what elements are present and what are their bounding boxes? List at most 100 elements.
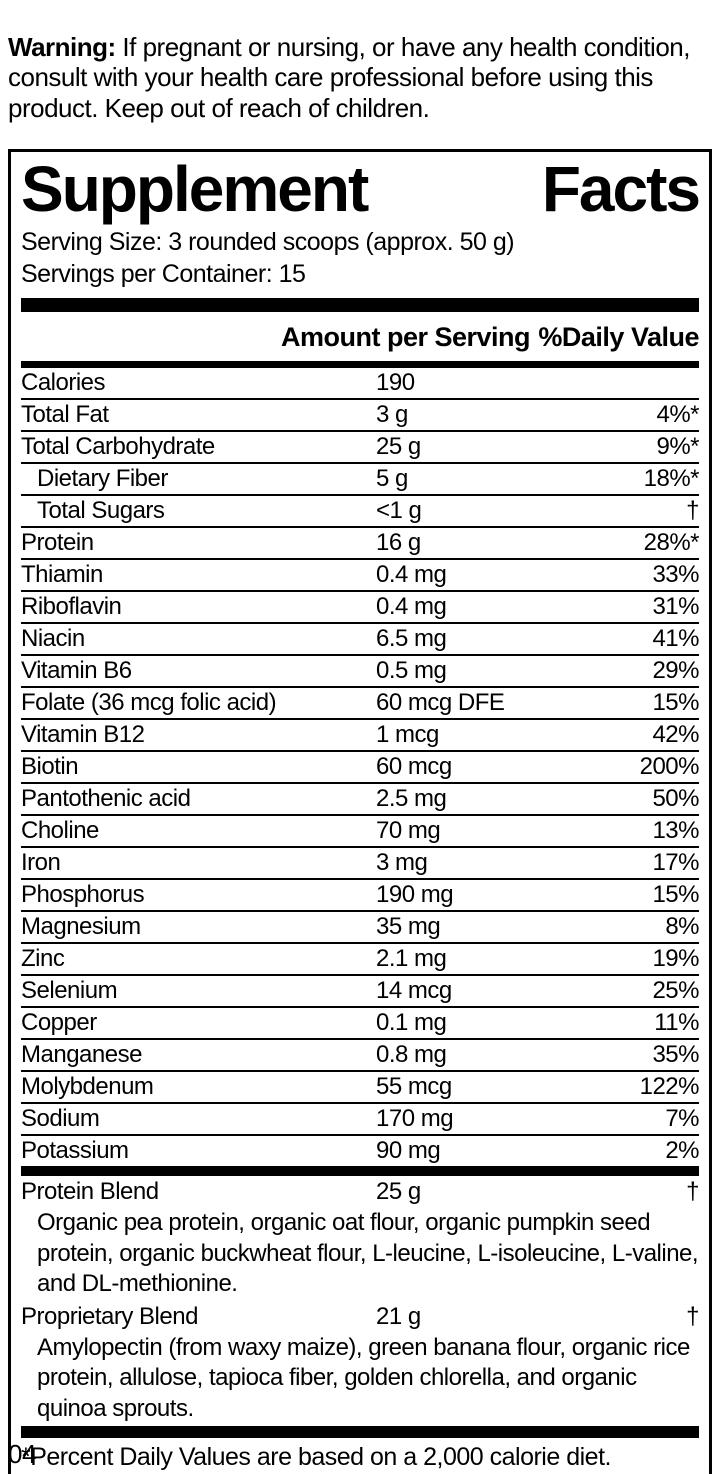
nutrient-daily-value: 2% <box>665 1137 699 1165</box>
table-row: Total Fat 3 g 4%* <box>21 398 699 430</box>
table-row: Total Sugars <1 g † <box>21 494 699 526</box>
nutrient-daily-value: 15% <box>652 881 699 909</box>
nutrient-daily-value: 15% <box>652 689 699 717</box>
panel-title: Supplement Facts <box>21 153 701 227</box>
nutrient-daily-value: 200% <box>639 753 700 781</box>
supplement-facts-panel: Supplement Facts Serving Size: 3 rounded… <box>8 149 712 1474</box>
table-row: Niacin 6.5 mg 41% <box>21 622 699 654</box>
nutrient-name: Total Sugars <box>37 497 165 525</box>
column-header-daily-value: %Daily Value <box>538 322 699 353</box>
nutrient-name: Total Fat <box>21 401 109 429</box>
table-row: Riboflavin 0.4 mg 31% <box>21 590 699 622</box>
blend-row: Protein Blend 25 g † <box>21 1176 699 1208</box>
blend-section: Protein Blend 25 g † Organic pea protein… <box>21 1176 699 1423</box>
nutrient-daily-value: 8% <box>665 913 699 941</box>
nutrient-name: Calories <box>21 369 106 397</box>
nutrient-name: Choline <box>21 817 99 845</box>
nutrient-name: Zinc <box>21 945 65 973</box>
nutrient-name: Protein <box>21 529 94 557</box>
blend-item: Proprietary Blend 21 g † Amylopectin (fr… <box>21 1301 699 1424</box>
nutrient-amount: 14 mcg <box>376 977 452 1005</box>
table-row: Pantothenic acid 2.5 mg 50% <box>21 782 699 814</box>
warning-text: If pregnant or nursing, or have any heal… <box>8 32 690 123</box>
nutrient-daily-value: 42% <box>652 721 699 749</box>
nutrient-amount: <1 g <box>376 497 422 525</box>
nutrient-daily-value: 11% <box>654 1009 699 1037</box>
nutrient-amount: 0.4 mg <box>376 593 447 621</box>
blend-item: Protein Blend 25 g † Organic pea protein… <box>21 1176 699 1299</box>
table-row: Sodium 170 mg 7% <box>21 1102 699 1134</box>
blend-description: Amylopectin (from waxy maize), green ban… <box>37 1334 690 1422</box>
warning-paragraph: Warning: If pregnant or nursing, or have… <box>0 26 720 123</box>
divider-thick-blends <box>21 1166 699 1177</box>
column-header-amount: Amount per Serving <box>281 322 531 353</box>
nutrient-amount: 35 mg <box>376 913 441 941</box>
nutrient-name: Riboflavin <box>21 593 122 621</box>
nutrient-amount: 1 mcg <box>376 721 439 749</box>
nutrient-amount: 0.5 mg <box>376 657 447 685</box>
divider-thick-footnotes <box>21 1425 699 1438</box>
nutrient-daily-value: 13% <box>652 817 699 845</box>
nutrient-amount: 0.1 mg <box>376 1009 447 1037</box>
nutrient-daily-value: 29% <box>652 657 699 685</box>
divider-thick-top <box>21 298 699 313</box>
table-row: Manganese 0.8 mg 35% <box>21 1038 699 1070</box>
nutrient-table: Calories 190 Total Fat 3 g 4%* Total Car… <box>21 368 700 1166</box>
servings-per-container-line: Servings per Container: 15 <box>21 259 306 288</box>
nutrient-amount: 3 mg <box>376 849 428 877</box>
nutrient-daily-value: 17% <box>652 849 699 877</box>
nutrient-amount: 170 mg <box>376 1105 454 1133</box>
blend-daily-value: † <box>686 1178 699 1206</box>
nutrient-amount: 2.1 mg <box>376 945 447 973</box>
nutrient-amount: 6.5 mg <box>376 625 447 653</box>
nutrient-amount: 70 mg <box>376 817 441 845</box>
table-row: Vitamin B12 1 mcg 42% <box>21 718 699 750</box>
divider-medium-header <box>21 361 699 369</box>
nutrient-amount: 0.8 mg <box>376 1041 447 1069</box>
table-row: Vitamin B6 0.5 mg 29% <box>21 654 699 686</box>
nutrient-amount: 5 g <box>376 465 408 493</box>
nutrient-name: Manganese <box>21 1041 142 1069</box>
panel-title-word-2: Facts <box>541 153 701 226</box>
table-row: Molybdenum 55 mcg 122% <box>21 1070 700 1102</box>
table-row: Magnesium 35 mg 8% <box>21 910 699 942</box>
nutrient-name: Molybdenum <box>21 1073 154 1101</box>
nutrient-amount: 90 mg <box>376 1137 441 1165</box>
nutrient-daily-value: 50% <box>652 785 699 813</box>
nutrient-amount: 2.5 mg <box>376 785 447 813</box>
table-row: Phosphorus 190 mg 15% <box>21 878 699 910</box>
nutrient-name: Dietary Fiber <box>37 465 168 493</box>
nutrient-name: Vitamin B6 <box>21 657 132 685</box>
blend-daily-value: † <box>686 1303 699 1331</box>
nutrient-daily-value: 18%* <box>643 465 700 493</box>
table-row: Biotin 60 mcg 200% <box>21 750 700 782</box>
nutrient-daily-value: 7% <box>665 1105 699 1133</box>
table-row: Folate (36 mcg folic acid) 60 mcg DFE 15… <box>21 686 699 718</box>
nutrient-amount: 0.4 mg <box>376 561 447 589</box>
table-row: Thiamin 0.4 mg 33% <box>21 558 699 590</box>
nutrient-name: Selenium <box>21 977 118 1005</box>
nutrient-name: Magnesium <box>21 913 141 941</box>
nutrient-daily-value: 19% <box>652 945 699 973</box>
column-header-row: Amount per Serving %Daily Value <box>21 312 699 361</box>
table-row: Iron 3 mg 17% <box>21 846 699 878</box>
nutrient-name: Total Carbohydrate <box>21 433 215 461</box>
nutrient-amount: 55 mcg <box>376 1073 452 1101</box>
table-row: Choline 70 mg 13% <box>21 814 699 846</box>
page-number: 04 <box>8 1439 36 1469</box>
serving-size-line: Serving Size: 3 rounded scoops (approx. … <box>21 228 515 257</box>
nutrient-daily-value: 4%* <box>656 401 699 429</box>
blend-description: Organic pea protein, organic oat flour, … <box>37 1209 699 1297</box>
nutrient-name: Vitamin B12 <box>21 721 145 749</box>
blend-name: Protein Blend <box>21 1178 159 1206</box>
blend-amount: 21 g <box>376 1303 421 1331</box>
nutrient-name: Iron <box>21 849 61 877</box>
nutrient-daily-value: † <box>686 497 699 525</box>
table-row: Selenium 14 mcg 25% <box>21 974 699 1006</box>
footnotes: *Percent Daily Values are based on a 2,0… <box>21 1438 699 1474</box>
nutrient-name: Thiamin <box>21 561 103 589</box>
nutrient-daily-value: 25% <box>652 977 699 1005</box>
table-row: Potassium 90 mg 2% <box>21 1134 699 1166</box>
footnote-daily-values: *Percent Daily Values are based on a 2,0… <box>21 1442 611 1471</box>
nutrient-name: Copper <box>21 1009 97 1037</box>
